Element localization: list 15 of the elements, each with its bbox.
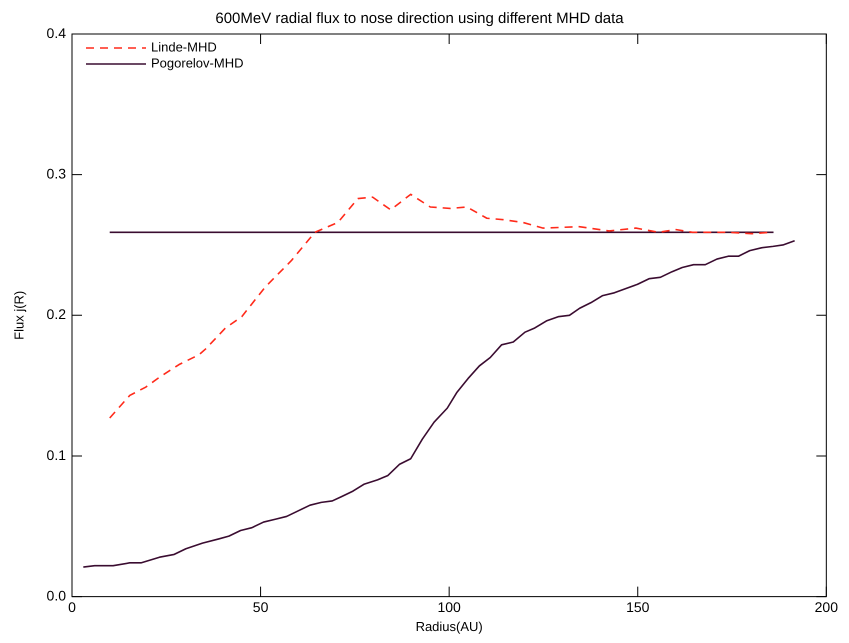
x-tick-label: 0 <box>68 598 76 615</box>
y-axis-title: Flux j(R) <box>11 290 26 340</box>
x-tick-label: 200 <box>814 598 838 615</box>
y-tick-label: 0.1 <box>46 446 66 463</box>
legend-label: Linde-MHD <box>151 40 217 55</box>
legend-label: Pogorelov-MHD <box>151 56 244 71</box>
x-tick-label: 100 <box>437 598 462 615</box>
x-tick-label: 150 <box>626 598 650 615</box>
y-tick-label: 0.4 <box>46 24 66 41</box>
x-tick-label: 50 <box>252 598 269 615</box>
chart-title: 600MeV radial flux to nose direction using different MHD data <box>215 10 624 28</box>
y-tick-label: 0.2 <box>46 306 66 322</box>
y-tick-label: 0.3 <box>46 166 66 182</box>
y-tick-label: 0.0 <box>46 587 66 604</box>
x-axis-title: Radius(AU) <box>416 618 483 634</box>
